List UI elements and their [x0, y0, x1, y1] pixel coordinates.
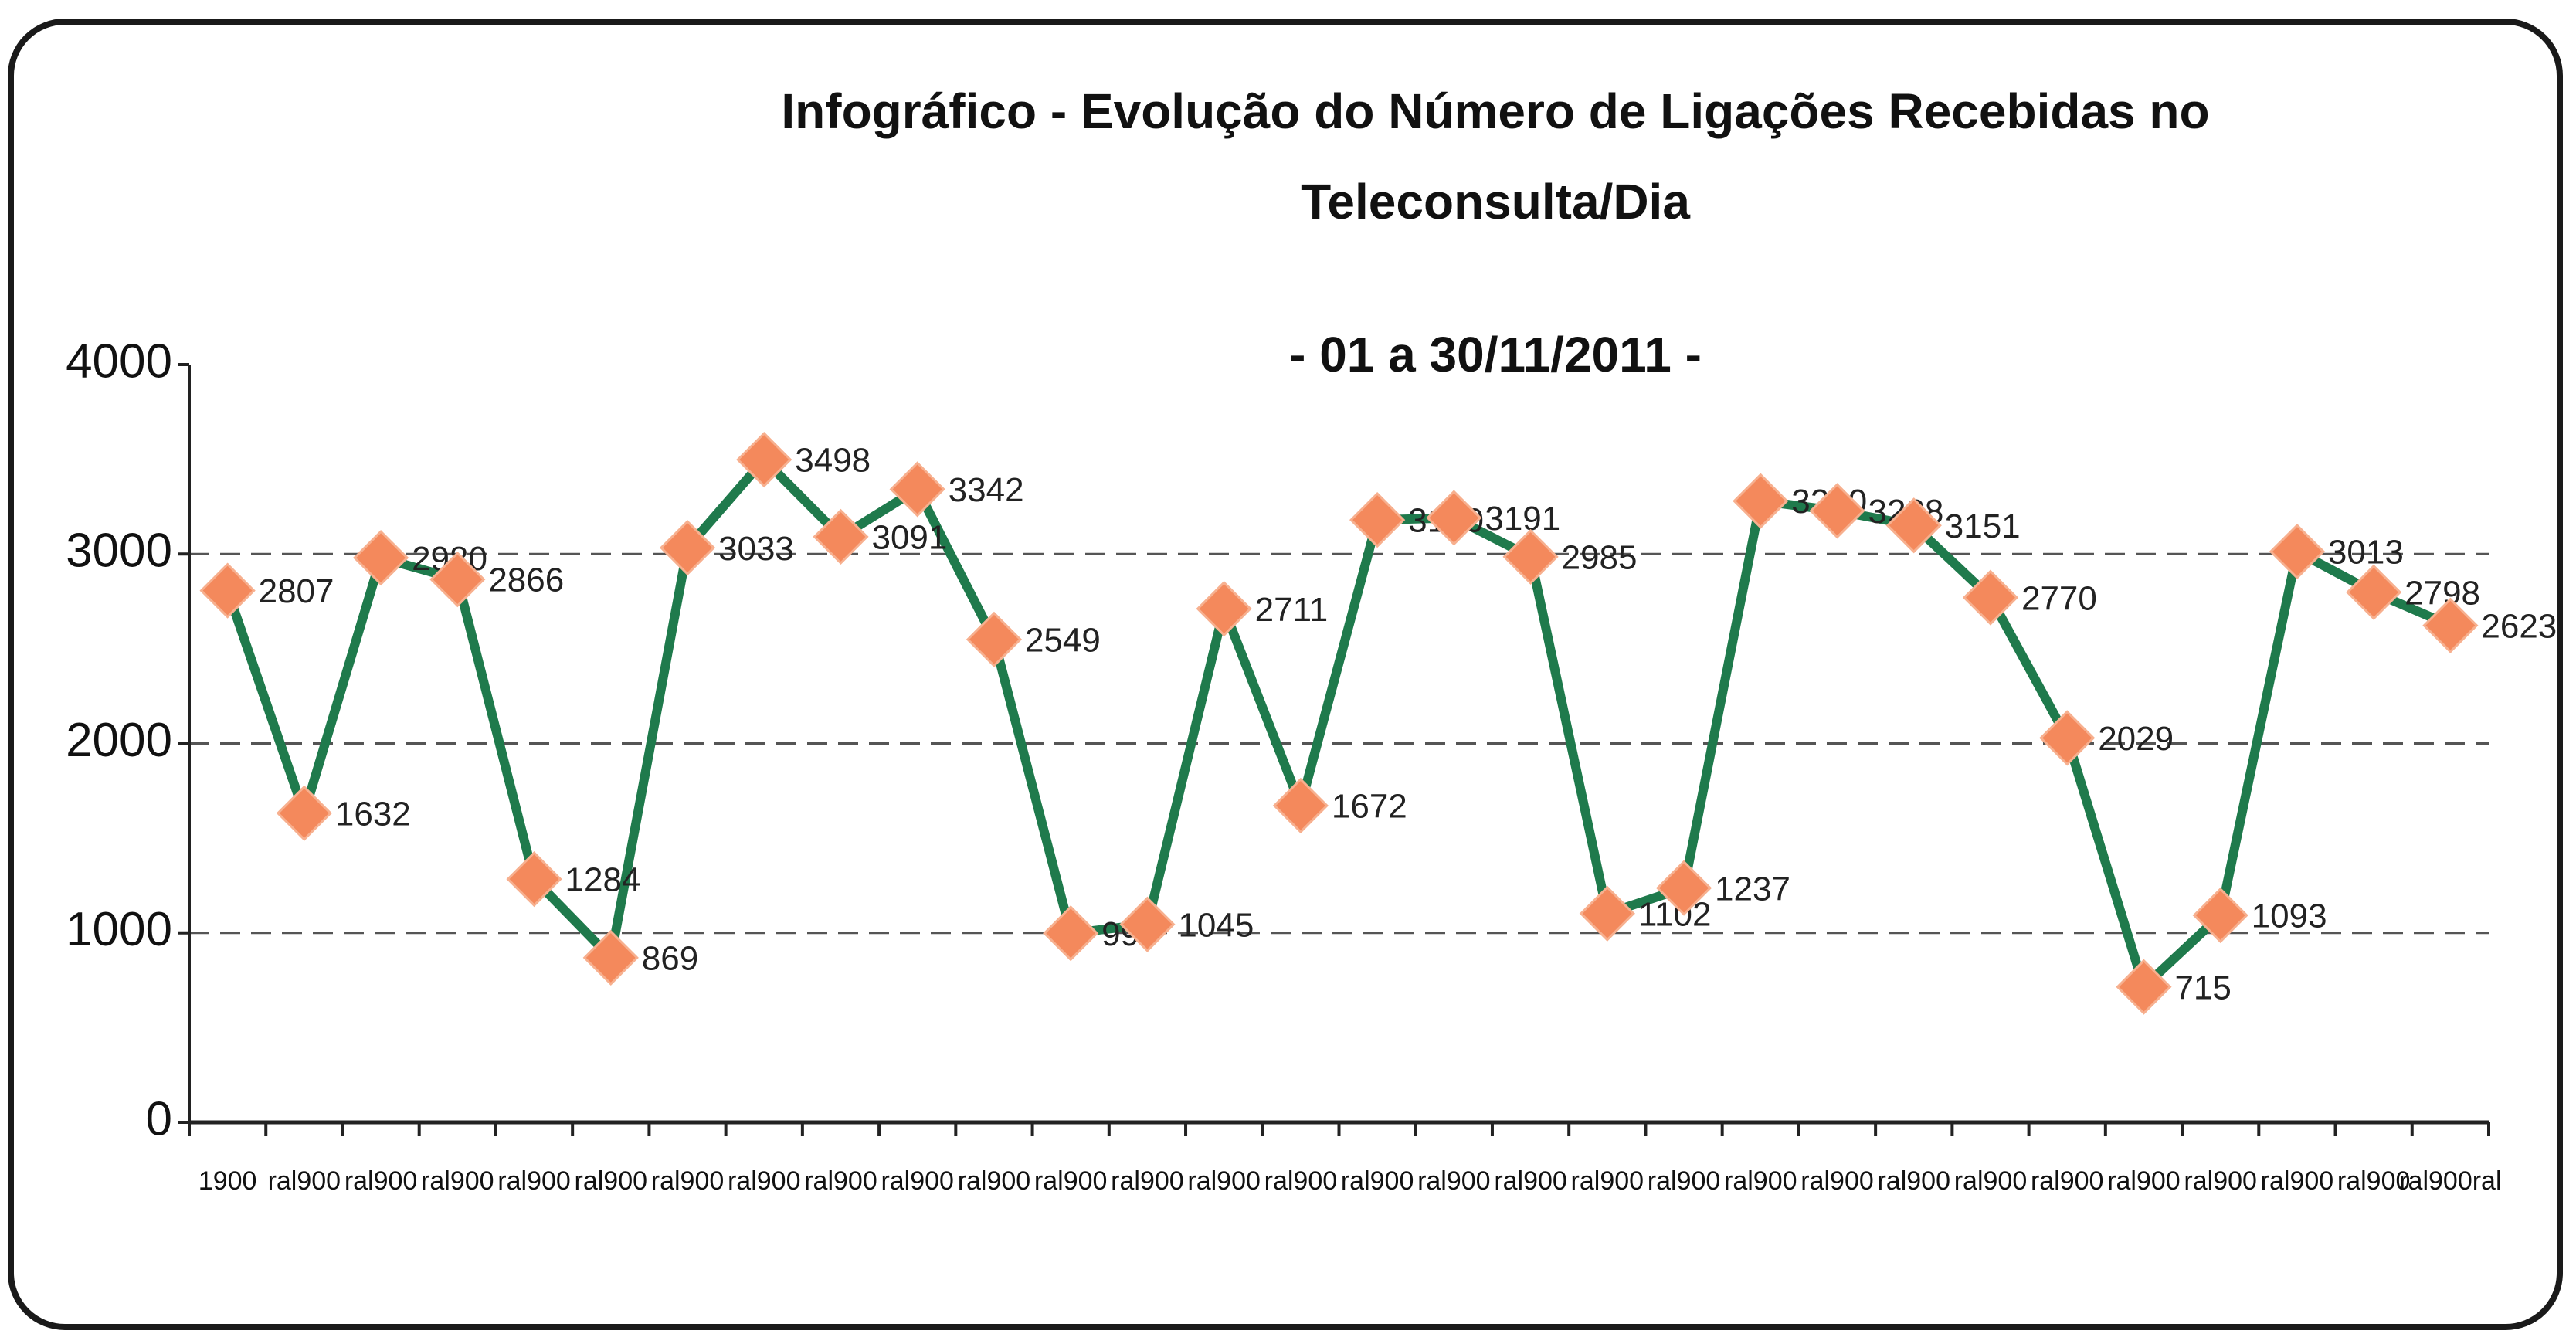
x-tick-label: ral900: [651, 1166, 725, 1196]
data-marker: [2116, 959, 2172, 1015]
data-marker: [1043, 905, 1099, 962]
data-label: 3342: [949, 471, 1024, 509]
y-tick-label: 3000: [66, 524, 172, 578]
chart-subtitle: - 01 a 30/11/2011 -: [1289, 327, 1702, 382]
data-marker: [2192, 887, 2248, 944]
data-label: 1045: [1178, 906, 1254, 944]
data-label: 1632: [335, 795, 411, 833]
x-tick-label: ral900: [1648, 1166, 1721, 1196]
data-label: 2866: [488, 562, 564, 599]
data-marker: [429, 551, 486, 608]
x-tick-label: ral900: [344, 1166, 418, 1196]
x-tick-label: ral900: [497, 1166, 571, 1196]
x-tick-label: ral900: [728, 1166, 801, 1196]
data-marker: [1196, 581, 1252, 637]
x-tick-label: ral900: [804, 1166, 877, 1196]
x-tick-label: ral900: [1034, 1166, 1108, 1196]
data-label: 1672: [1332, 788, 1407, 826]
data-label: 2549: [1025, 621, 1101, 659]
chart-title: Teleconsulta/Dia: [1301, 174, 1690, 229]
data-marker: [506, 850, 562, 908]
data-marker: [659, 520, 716, 576]
x-tick-label: ral900: [2107, 1166, 2181, 1196]
x-tick-label: 1900: [199, 1166, 257, 1196]
x-tick-label: ral900: [1264, 1166, 1338, 1196]
data-marker: [1502, 528, 1559, 585]
data-label: 1284: [565, 861, 641, 899]
data-marker: [2422, 597, 2479, 653]
chart-title: Infográfico - Evolução do Número de Liga…: [781, 83, 2209, 139]
data-marker: [276, 785, 332, 841]
x-tick-label: ral900: [2031, 1166, 2104, 1196]
x-tick-label: ral900: [1724, 1166, 1797, 1196]
data-marker: [1655, 860, 1712, 916]
data-marker: [2269, 523, 2326, 580]
data-marker: [966, 611, 1023, 667]
x-tick-label: ral900: [2337, 1166, 2411, 1196]
data-label: 1237: [1715, 870, 1790, 908]
x-tick-label: ral900: [1341, 1166, 1414, 1196]
chart-frame: [8, 19, 2563, 1330]
x-tick-label: ral900: [268, 1166, 341, 1196]
data-label: 3091: [871, 519, 947, 557]
data-marker: [1733, 473, 1789, 529]
data-marker: [1809, 483, 1865, 539]
data-marker: [1119, 896, 1176, 952]
data-label: 2807: [259, 572, 334, 610]
data-label: 3033: [718, 530, 794, 568]
y-tick-label: 1000: [66, 903, 172, 956]
x-tick-label: ral900: [575, 1166, 648, 1196]
data-label: 715: [2174, 969, 2231, 1006]
x-tick-label: ral900: [1571, 1166, 1644, 1196]
data-marker: [1885, 497, 1942, 554]
x-tick-label: ral900: [1417, 1166, 1491, 1196]
x-tick-label: ral900: [1800, 1166, 1874, 1196]
data-label: 3191: [1485, 500, 1560, 538]
x-tick-label: ral900: [1111, 1166, 1184, 1196]
x-tick-label: ral900: [1877, 1166, 1950, 1196]
data-label: 1093: [2252, 898, 2327, 935]
data-label: 2985: [1562, 539, 1638, 577]
data-marker: [1272, 777, 1329, 834]
data-marker: [2039, 710, 2096, 766]
data-marker: [1962, 569, 2019, 626]
data-label: 869: [642, 940, 698, 978]
data-marker: [1579, 885, 1635, 942]
x-tick-label: ral900: [881, 1166, 954, 1196]
data-label: 3151: [1945, 507, 2021, 545]
data-label: 2711: [1255, 591, 1329, 629]
x-tick-label: ral900: [1494, 1166, 1567, 1196]
data-marker: [1349, 491, 1406, 548]
data-marker: [889, 461, 945, 518]
data-marker: [199, 562, 256, 619]
x-tick-label: ral900ral: [2399, 1166, 2501, 1196]
data-marker: [2346, 564, 2402, 620]
data-label: 3013: [2328, 534, 2404, 572]
data-marker: [352, 530, 409, 586]
data-marker: [736, 431, 792, 488]
x-tick-label: ral900: [958, 1166, 1031, 1196]
x-tick-label: ral900: [421, 1166, 494, 1196]
data-marker: [813, 508, 869, 565]
x-tick-label: ral900: [2261, 1166, 2334, 1196]
data-marker: [1426, 490, 1482, 546]
data-label: 2029: [2098, 720, 2174, 758]
data-marker: [582, 929, 639, 986]
x-tick-label: ral900: [1954, 1166, 2028, 1196]
y-tick-label: 4000: [66, 334, 172, 388]
data-label: 2623: [2481, 607, 2557, 645]
x-tick-label: ral900: [2184, 1166, 2257, 1196]
y-tick-label: 0: [146, 1092, 172, 1145]
data-label: 2770: [2021, 579, 2097, 617]
x-tick-label: ral900: [1187, 1166, 1261, 1196]
data-label: 3498: [795, 442, 871, 480]
y-tick-label: 2000: [66, 714, 172, 767]
